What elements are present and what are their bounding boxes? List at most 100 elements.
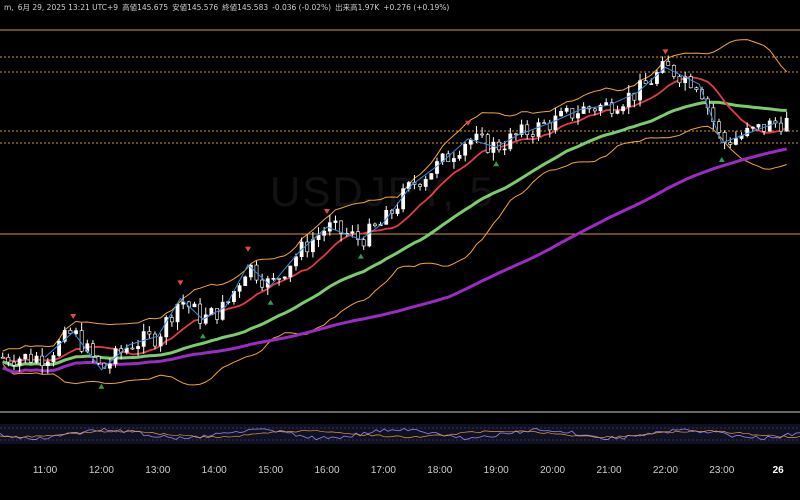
candle-body (559, 111, 563, 117)
candle-body (260, 279, 265, 288)
candle-body (237, 285, 242, 292)
candle-body (91, 343, 95, 357)
candle-body (51, 355, 56, 363)
candle-body (722, 132, 727, 143)
candle-body (164, 317, 169, 338)
candle-body (277, 278, 281, 280)
buy-arrow (267, 299, 274, 305)
bollinger-bands (2, 39, 788, 386)
sell-arrow (324, 209, 330, 214)
candle-body (395, 208, 400, 214)
candle-body (474, 133, 479, 141)
buy-arrow (98, 383, 105, 389)
ohlc-header: m, 6月 29, 2025 13:21 UTC+9 高値145.675 安値145.… (4, 2, 453, 16)
candle-body (649, 83, 654, 85)
buy-arrow (199, 333, 206, 339)
buy-arrow (493, 161, 500, 167)
signal-arrows (70, 49, 725, 389)
candle-body (683, 76, 688, 84)
candle-body (502, 148, 507, 151)
candle-body (542, 122, 547, 124)
price-plot[interactable] (0, 0, 800, 460)
candle-body (68, 330, 73, 334)
candle-body (175, 303, 180, 323)
candle-body (316, 235, 321, 240)
time-tick-label: 21:00 (596, 465, 622, 476)
header-date: 6月 29, 2025 13:21 UTC+9 (17, 3, 119, 12)
fast-ma-line (2, 76, 788, 363)
candle-body (361, 239, 366, 247)
zigzag-path (44, 66, 779, 371)
candle-body (401, 188, 406, 210)
horizontal-levels (0, 29, 800, 413)
candles (0, 55, 789, 374)
candle-body (327, 222, 332, 232)
candle-body (632, 92, 637, 101)
time-tick-label: 12:00 (88, 465, 114, 476)
time-axis: 11:00 12:00 13:00 14:00 15:00 16:00 17:00 18:00… (0, 460, 800, 500)
candle-body (271, 278, 276, 280)
candle-body (124, 347, 129, 353)
candle-body (192, 303, 197, 308)
candle-body (350, 231, 355, 234)
header-change: -0.036 (-0.02%) (272, 3, 332, 12)
candle-body (576, 113, 580, 119)
candle-body (677, 76, 682, 84)
candle-body (581, 106, 586, 114)
candle-body (733, 138, 738, 145)
time-tick-label: 22:00 (652, 465, 678, 476)
sell-arrow (465, 120, 471, 126)
candle-body (750, 126, 755, 129)
sell-arrow (177, 280, 184, 286)
oscillator-line-signal (0, 429, 800, 439)
candle-body (23, 353, 28, 360)
candle-body (96, 356, 101, 364)
candle-body (592, 108, 597, 112)
candle-body (130, 347, 135, 350)
time-tick-label: 16:00 (314, 465, 340, 476)
time-tick-label: 26 (772, 465, 784, 476)
candle-body (547, 122, 552, 131)
candle-body (153, 333, 157, 347)
candle-body (322, 230, 327, 236)
candle-body (530, 134, 535, 137)
candle-body (356, 231, 360, 240)
time-tick-label: 18:00 (427, 465, 453, 476)
mid-ma-line (2, 100, 787, 368)
candle-body (418, 184, 422, 187)
candle-body (170, 317, 174, 323)
candle-body (333, 220, 338, 223)
candle-body (480, 133, 485, 136)
moving-averages (2, 76, 788, 374)
candle-body (457, 154, 462, 159)
candle-body (62, 330, 67, 342)
oscillator-line-main (0, 427, 800, 441)
sell-arrow (245, 246, 252, 252)
time-tick-label: 17:00 (370, 465, 396, 476)
candle-body (310, 239, 315, 253)
candle-body (6, 357, 11, 363)
candle-body (57, 341, 62, 356)
candle-body (305, 241, 310, 253)
candle-body (215, 308, 219, 320)
candle-body (784, 117, 789, 132)
header-open-prefix: m, (4, 3, 14, 12)
candle-body (564, 108, 569, 112)
oscillator-band (0, 424, 800, 444)
time-tick-label: 14:00 (201, 465, 227, 476)
candle-body (136, 346, 140, 350)
candle-body (463, 143, 468, 156)
candle-body (288, 265, 293, 278)
sell-arrow (70, 314, 77, 319)
candle-body (609, 102, 614, 114)
time-tick-label: 13:00 (145, 465, 171, 476)
zigzag-line (44, 66, 779, 371)
candle-body (0, 356, 5, 359)
candle-body (756, 124, 761, 128)
candle-body (282, 276, 287, 279)
candle-body (12, 361, 16, 366)
slow-ma-line (2, 147, 788, 374)
candle-body (45, 361, 50, 367)
candle-body (485, 134, 490, 153)
candle-body (655, 72, 659, 84)
